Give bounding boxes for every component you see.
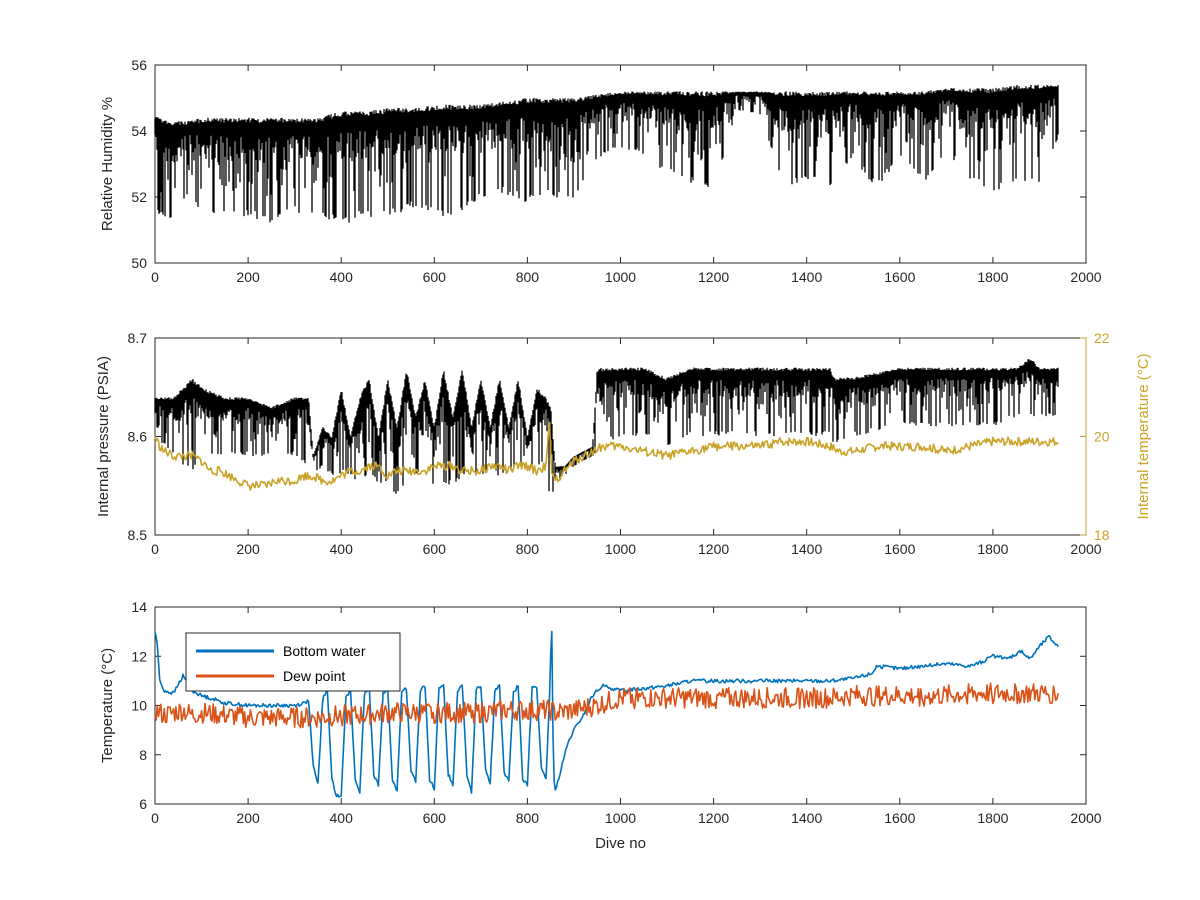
x-tick-label: 1200 [698,269,729,285]
x-tick-label: 1600 [884,810,915,826]
x-tick-label: 200 [236,269,260,285]
x-tick-label: 1000 [605,541,636,557]
dive-no-axis-label: Dive no [595,835,646,852]
x-tick-label: 1200 [698,541,729,557]
legend: Bottom water Dew point [185,632,401,692]
relative-humidity-series [154,84,1059,223]
x-tick-label: 2000 [1070,541,1101,557]
panel-placeholder [0,0,1,1]
x-tick-label: 400 [330,269,354,285]
x-tick-label: 1800 [977,269,1008,285]
x-tick-label: 0 [151,810,159,826]
x-tick-label: 400 [330,810,354,826]
x-tick-label: 1800 [977,810,1008,826]
x-tick-label: 1000 [605,810,636,826]
y-tick-label: 8.6 [128,429,148,445]
y-tick-label: 10 [131,698,147,714]
x-tick-label: 800 [516,269,540,285]
relative-humidity-panel: Relative Humidity % 0 200 400 600 800 1000 120… [0,0,1102,285]
x-tick-label: 600 [423,810,447,826]
y-tick-label: 54 [131,123,147,139]
x-tick-label: 1600 [884,541,915,557]
x-tick-label: 1400 [791,541,822,557]
legend-box [185,632,401,692]
x-tick-label: 400 [330,541,354,557]
y-tick-label: 12 [131,648,147,664]
legend-label-dew-point: Dew point [283,668,345,684]
x-tick-label: 800 [516,541,540,557]
x-tick-label: 2000 [1070,269,1101,285]
y2-tick-label: 20 [1094,429,1110,445]
x-tick-label: 200 [236,541,260,557]
x-tick-label: 1000 [605,269,636,285]
y-tick-label: 56 [131,57,147,73]
internal-pressure-series [154,359,1059,494]
internal-temperature-axis-label: Internal temperature (°C) [1135,353,1152,519]
y2-tick-label: 18 [1094,527,1110,543]
y-tick-label: 8 [139,747,147,763]
temperature-panel: Temperature (°C) Dive no 0 200 400 600 800 10… [99,599,1102,852]
y2-tick-label: 22 [1094,330,1110,346]
x-tick-label: 200 [236,810,260,826]
rh-axis-label: Relative Humidity % [99,97,116,231]
y-tick-label: 8.5 [128,527,148,543]
y-tick-label: 8.7 [128,330,148,346]
x-tick-label: 800 [516,810,540,826]
temperature-axis-label: Temperature (°C) [99,648,116,763]
internal-pressure-panel: Internal pressure (PSIA) Internal temper… [95,330,1152,557]
x-tick-label: 600 [423,541,447,557]
x-tick-label: 2000 [1070,810,1101,826]
x-tick-label: 1400 [791,810,822,826]
legend-label-bottom-water: Bottom water [283,643,366,659]
x-tick-label: 0 [151,269,159,285]
internal-temperature-series [154,421,1059,491]
x-tick-label: 1800 [977,541,1008,557]
bottom-water-series [154,630,1059,798]
dew-point-series [154,682,1059,729]
pressure-axis-label: Internal pressure (PSIA) [95,356,112,517]
y-tick-label: 14 [131,599,147,615]
y-tick-label: 6 [139,796,147,812]
y-tick-label: 52 [131,189,147,205]
x-tick-label: 1200 [698,810,729,826]
x-tick-label: 1600 [884,269,915,285]
x-tick-label: 0 [151,541,159,557]
x-tick-label: 1400 [791,269,822,285]
y-tick-label: 50 [131,255,147,271]
x-tick-label: 600 [423,269,447,285]
